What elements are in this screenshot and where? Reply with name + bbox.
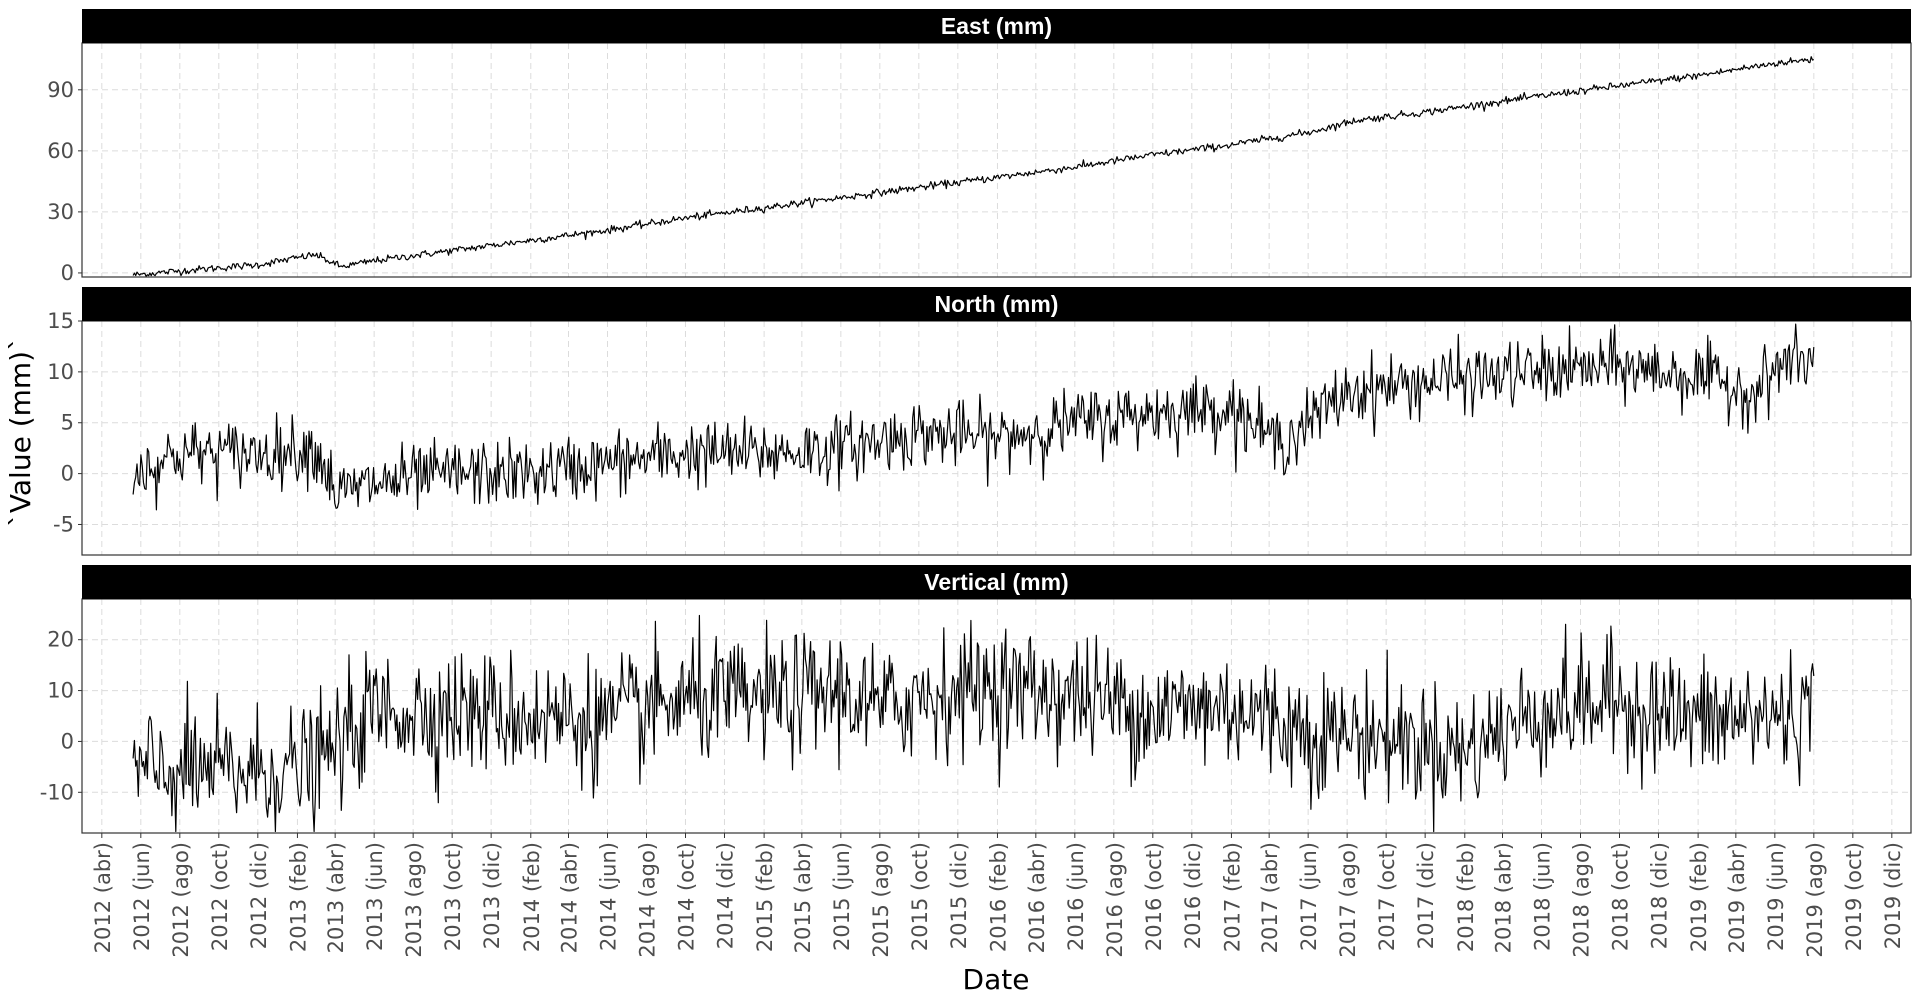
y-tick-label: 90 bbox=[47, 78, 74, 102]
x-tick-label: 2012 (abr) bbox=[91, 842, 115, 953]
x-tick-label: 2016 (jun) bbox=[1064, 842, 1088, 951]
panel-background bbox=[82, 43, 1911, 277]
series-line bbox=[132, 614, 1815, 833]
y-tick-label: 30 bbox=[47, 200, 74, 224]
x-tick-label: 2018 (abr) bbox=[1491, 842, 1515, 953]
x-tick-label: 2015 (oct) bbox=[908, 842, 932, 951]
panel-2: -10 0 10 20 Vertical (mm) bbox=[40, 565, 1912, 834]
y-tick-label: 10 bbox=[47, 360, 74, 384]
series-line bbox=[132, 323, 1815, 511]
panel-strip bbox=[82, 287, 1911, 321]
y-tick-label: 0 bbox=[61, 462, 74, 486]
y-tick-label: 60 bbox=[47, 139, 74, 163]
x-tick-label: 2017 (ago) bbox=[1336, 842, 1360, 958]
panel-0: 0 30 60 90 East (mm) bbox=[47, 9, 1912, 285]
x-tick-label: 2012 (oct) bbox=[208, 842, 232, 951]
x-tick-label: 2015 (jun) bbox=[830, 842, 854, 951]
x-tick-label: 2014 (oct) bbox=[674, 842, 698, 951]
x-tick-label: 2015 (feb) bbox=[753, 842, 777, 952]
x-tick-label: 2019 (abr) bbox=[1725, 842, 1749, 953]
x-tick-label: 2019 (feb) bbox=[1687, 842, 1711, 952]
x-tick-label: 2018 (ago) bbox=[1569, 842, 1593, 958]
y-tick-label: 20 bbox=[47, 628, 74, 652]
y-tick-label: 0 bbox=[61, 729, 74, 753]
x-tick-label: 2019 (dic) bbox=[1881, 842, 1905, 949]
y-tick-label: -5 bbox=[53, 512, 74, 536]
y-tick-label: -10 bbox=[40, 780, 74, 804]
x-tick-label: 2019 (oct) bbox=[1842, 842, 1866, 951]
x-tick-label: 2019 (ago) bbox=[1803, 842, 1827, 958]
x-tick-label: 2014 (abr) bbox=[557, 842, 581, 953]
x-tick-label: 2018 (oct) bbox=[1608, 842, 1632, 951]
x-tick-label: 2014 (feb) bbox=[520, 842, 544, 952]
x-axis-title: Date bbox=[963, 963, 1030, 996]
panel-strip bbox=[82, 9, 1911, 43]
y-tick-label: 15 bbox=[47, 309, 74, 333]
x-axis: 2012 (abr) 2012 (jun) 2012 (ago) 2012 (oct)… bbox=[91, 833, 1905, 958]
x-tick-label: 2017 (jun) bbox=[1297, 842, 1321, 951]
x-tick-label: 2014 (ago) bbox=[635, 842, 659, 958]
x-tick-label: 2015 (dic) bbox=[947, 842, 971, 949]
x-tick-label: 2013 (jun) bbox=[363, 842, 387, 951]
x-tick-label: 2016 (feb) bbox=[986, 842, 1010, 952]
panel-title: East (mm) bbox=[941, 13, 1052, 39]
x-tick-label: 2018 (dic) bbox=[1647, 842, 1671, 949]
x-tick-label: 2018 (jun) bbox=[1530, 842, 1554, 951]
panel-title: Vertical (mm) bbox=[924, 569, 1068, 595]
x-tick-label: 2016 (ago) bbox=[1103, 842, 1127, 958]
x-tick-label: 2016 (dic) bbox=[1181, 842, 1205, 949]
x-tick-label: 2013 (ago) bbox=[402, 842, 426, 958]
x-tick-label: 2017 (abr) bbox=[1258, 842, 1282, 953]
x-tick-label: 2013 (abr) bbox=[324, 842, 348, 953]
panel-1: -5 0 5 10 15 North (mm) bbox=[47, 287, 1912, 556]
x-tick-label: 2014 (dic) bbox=[713, 842, 737, 949]
x-tick-label: 2012 (dic) bbox=[247, 842, 271, 949]
x-tick-label: 2013 (feb) bbox=[286, 842, 310, 952]
x-tick-label: 2017 (dic) bbox=[1414, 842, 1438, 949]
x-tick-label: 2019 (jun) bbox=[1764, 842, 1788, 951]
x-tick-label: 2012 (ago) bbox=[169, 842, 193, 958]
y-tick-label: 5 bbox=[61, 411, 74, 435]
x-tick-label: 2015 (abr) bbox=[791, 842, 815, 953]
x-tick-label: 2013 (dic) bbox=[480, 842, 504, 949]
x-tick-label: 2018 (feb) bbox=[1454, 842, 1478, 952]
x-tick-label: 2014 (jun) bbox=[596, 842, 620, 951]
x-tick-label: 2016 (abr) bbox=[1025, 842, 1049, 953]
x-tick-label: 2013 (oct) bbox=[441, 842, 465, 951]
x-tick-label: 2012 (jun) bbox=[130, 842, 154, 951]
panel-strip bbox=[82, 565, 1911, 599]
y-tick-label: 0 bbox=[61, 261, 74, 285]
series-line bbox=[132, 56, 1814, 277]
x-tick-label: 2016 (oct) bbox=[1142, 842, 1166, 951]
panels-group: 0 30 60 90 East (mm) -5 0 5 10 15 North (mm) -10 0 10… bbox=[40, 9, 1912, 834]
x-tick-label: 2015 (ago) bbox=[869, 842, 893, 958]
x-tick-label: 2017 (oct) bbox=[1375, 842, 1399, 951]
panel-title: North (mm) bbox=[935, 291, 1059, 317]
x-tick-label: 2017 (feb) bbox=[1220, 842, 1244, 952]
y-axis-title: `Value (mm)` bbox=[4, 337, 37, 527]
y-tick-label: 10 bbox=[47, 679, 74, 703]
